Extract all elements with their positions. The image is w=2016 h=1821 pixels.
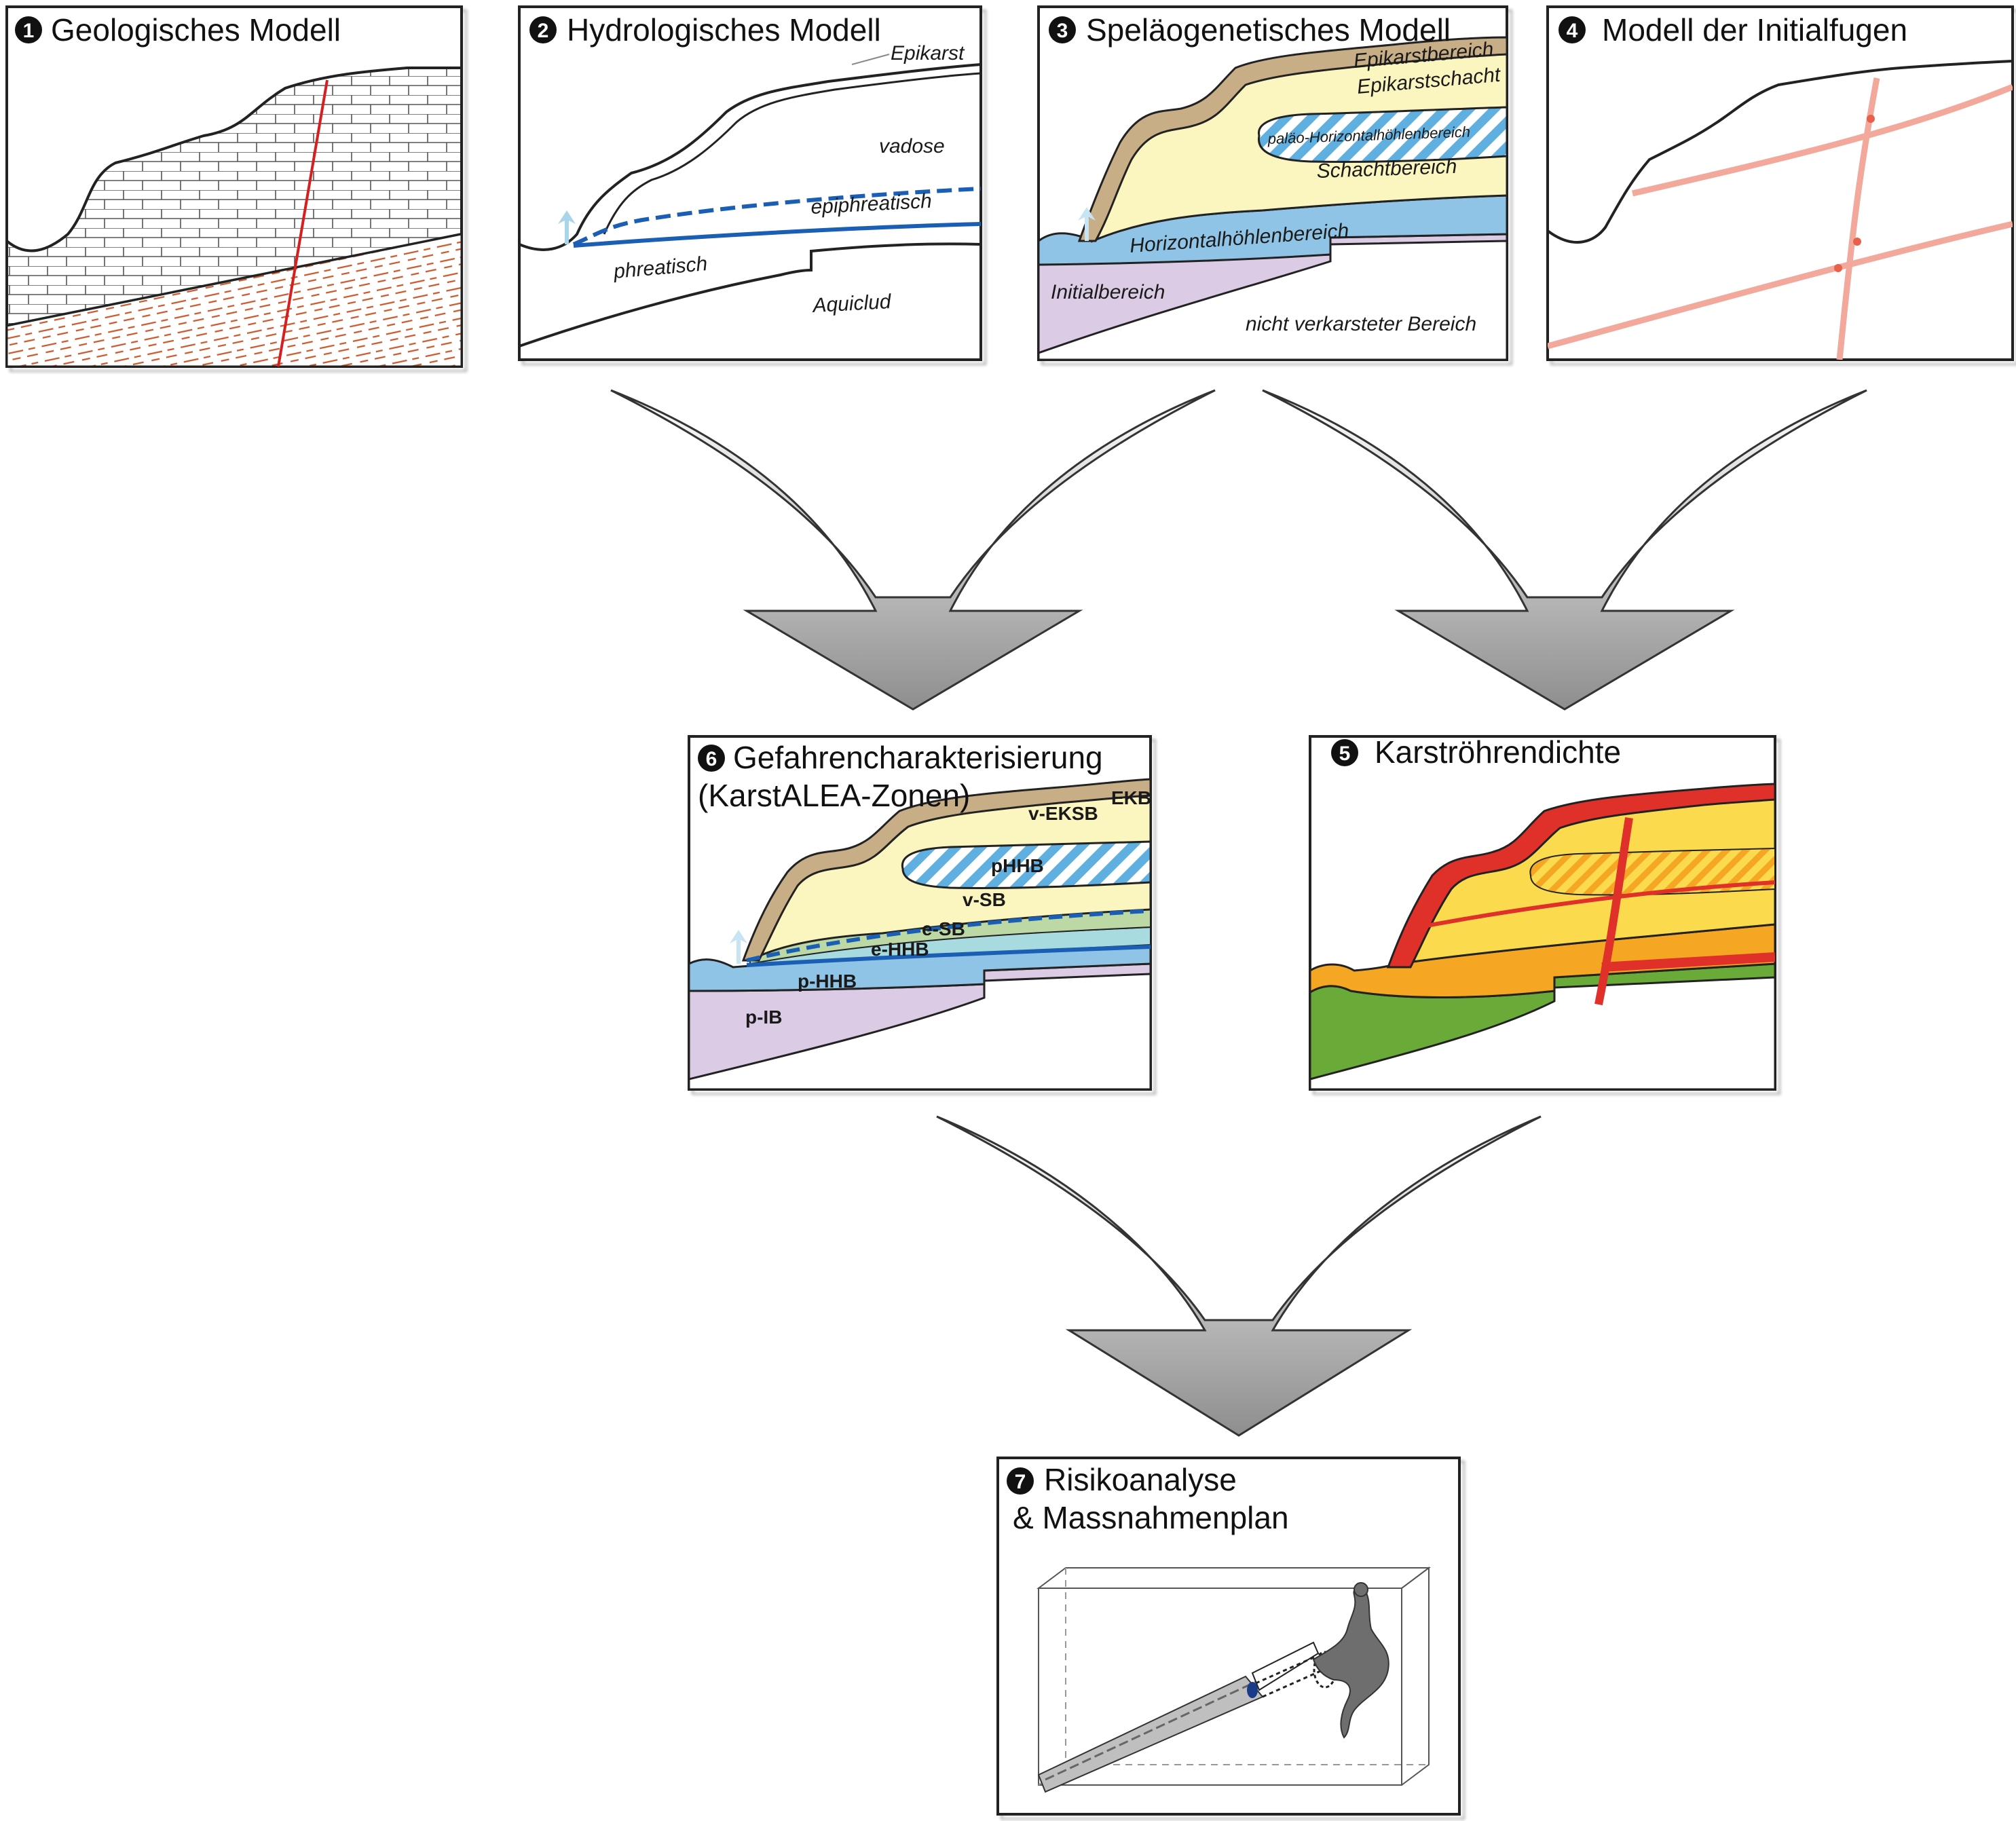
panel-3-title: Speläogenetisches Modell: [1086, 12, 1451, 48]
zone-v-eksb: [741, 778, 1151, 962]
label-phhb: pHHB: [991, 855, 1044, 876]
phreatic-water-table: [573, 222, 981, 248]
panel-speleogenetic-model: 3 Speläogenetisches Modell Epikarstberei…: [1037, 5, 1508, 361]
label-aquiclud: Aquiclud: [811, 290, 893, 317]
panel-7-title: Risikoanalyse: [1044, 1462, 1237, 1497]
label-initialbereich: Initialbereich: [1051, 281, 1165, 303]
epikarst-band: [1077, 36, 1507, 242]
marl-layer: [7, 233, 462, 367]
panel-geological-model: 1 Geologisches Modell: [5, 5, 463, 368]
zone-nonkarst: [689, 973, 1151, 1089]
panel-risk-analysis: 7 Risikoanalyse & Massnahmenplan: [996, 1457, 1461, 1816]
badge-6-number: 6: [706, 748, 717, 770]
arrow-12-to-6: [610, 389, 1216, 711]
epikarst-line: [603, 72, 981, 235]
panel-1-title: Geologisches Modell: [51, 12, 341, 48]
spring-arrow: [730, 930, 747, 964]
badge-1: [15, 16, 42, 43]
badge-4: [1558, 16, 1586, 43]
label-e-hhb: e-HHB: [871, 939, 929, 960]
terrain-surface: [519, 63, 981, 251]
arrow-34-to-5: [1262, 389, 1867, 711]
badge-6: [698, 745, 725, 772]
panel-7-subtitle: & Massnahmenplan: [1013, 1500, 1289, 1535]
panel-hydrological-model: 2 Hydrologisches Modell Epikarst vadose …: [518, 5, 982, 361]
label-v-eksb: v-EKSB: [1028, 803, 1098, 824]
label-e-sb: e-SB: [922, 918, 965, 939]
panel-initial-joints-model: 4 Modell der Initialfugen: [1546, 5, 2014, 361]
panel-4-title: Modell der Initialfugen: [1602, 12, 1907, 48]
badge-1-number: 1: [23, 20, 35, 42]
badge-7: [1007, 1467, 1034, 1495]
label-ekb: EKB: [1111, 787, 1151, 808]
aquiclud-boundary: [519, 242, 981, 348]
fault-high: [1594, 817, 1633, 1006]
spring-arrow: [1078, 207, 1096, 241]
density-hatched: [1529, 847, 1775, 896]
spring-arrow: [558, 210, 576, 244]
badge-7-number: 7: [1015, 1471, 1026, 1493]
nonkarst-zone: [1039, 240, 1507, 360]
badge-3: [1049, 16, 1076, 43]
fault-joint: [1836, 77, 1880, 360]
panel-2-title: Hydrologisches Modell: [567, 12, 881, 48]
label-p-hhb: p-HHB: [798, 971, 857, 992]
label-epikarst: Epikarst: [891, 42, 965, 64]
panel-6-title: Gefahrencharakterisierung: [733, 740, 1103, 775]
badge-3-number: 3: [1057, 20, 1068, 42]
panel-5-title: Karströhrendichte: [1375, 734, 1621, 770]
density-high-rim: [1386, 783, 1775, 969]
panel-6-subtitle: (KarstALEA-Zonen): [698, 778, 970, 813]
epiphreatic-dashed: [746, 909, 1151, 962]
phreatic-line: [746, 945, 1151, 967]
epiphreatic-water-table: [572, 187, 981, 246]
label-schachtbereich: Schachtbereich: [1316, 155, 1457, 183]
paleo-horizontal-zone: [1257, 106, 1507, 163]
joint-high: [1404, 880, 1775, 932]
badge-2-number: 2: [538, 20, 549, 42]
zone-p-hhb-paleo: [901, 840, 1151, 889]
density-white: [1310, 976, 1775, 1089]
arrow-65-to-7: [936, 1115, 1542, 1437]
joint-upper: [1631, 83, 2013, 197]
badge-4-number: 4: [1567, 20, 1578, 42]
badge-5-number: 5: [1339, 743, 1351, 765]
band-high-lower: [1601, 952, 1775, 972]
label-p-ib: p-IB: [745, 1007, 782, 1028]
badge-5: [1331, 739, 1358, 766]
karst-cavity: [1312, 1587, 1389, 1739]
label-v-sb: v-SB: [963, 889, 1006, 910]
joint-lower: [1548, 221, 2013, 350]
panel-karst-conduit-density: 5 Karströhrendichte: [1309, 734, 1776, 1091]
tunnel-3d-illustration: [1037, 1566, 1431, 1793]
flow-arrows: [610, 389, 1867, 1437]
fault-line: [277, 79, 329, 367]
label-vadose: vadose: [879, 135, 945, 157]
terrain-surface: [1548, 60, 2013, 244]
panel-hazard-characterization: 6 Gefahrencharakterisierung (KarstALEA-Z…: [688, 735, 1152, 1091]
label-nicht-verkarstet: nicht verkarsteter Bereich: [1246, 313, 1476, 335]
badge-2: [529, 16, 557, 43]
